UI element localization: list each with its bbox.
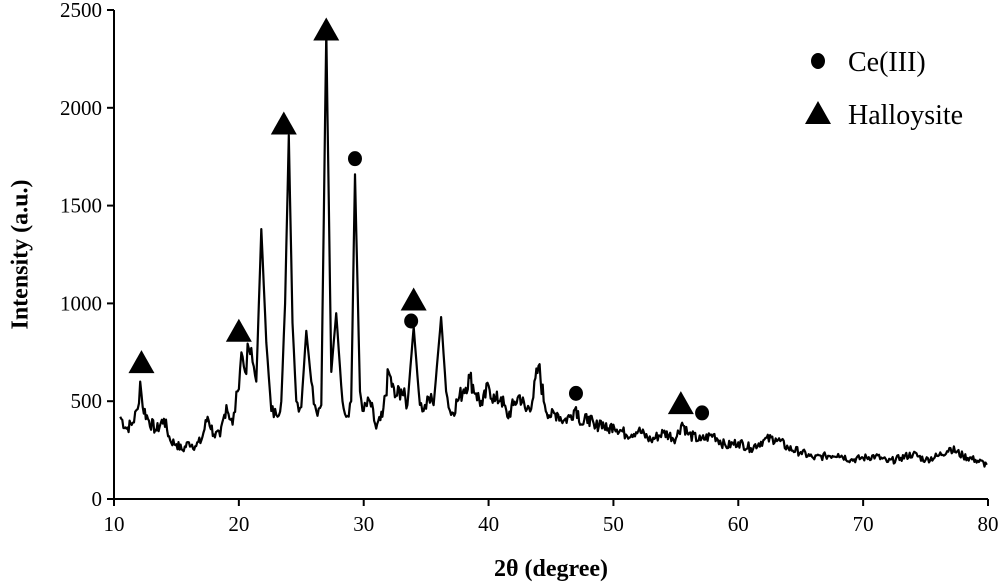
x-tick-label: 60 bbox=[728, 512, 749, 536]
x-tick-label: 40 bbox=[478, 512, 499, 536]
x-tick-label: 10 bbox=[104, 512, 125, 536]
x-tick-label: 30 bbox=[353, 512, 374, 536]
halloysite-peak-marker bbox=[400, 287, 427, 311]
y-tick-label: 500 bbox=[71, 389, 103, 413]
ce-peak-marker bbox=[568, 385, 583, 401]
y-tick-label: 2000 bbox=[60, 96, 102, 120]
halloysite-peak-marker bbox=[128, 350, 155, 374]
halloysite-peak-marker bbox=[667, 391, 694, 415]
ce-peak-marker bbox=[695, 405, 710, 421]
x-tick-label: 70 bbox=[853, 512, 874, 536]
y-tick-label: 2500 bbox=[60, 0, 102, 22]
y-axis-title: Intensity (a.u.) bbox=[8, 179, 34, 329]
halloysite-peak-marker bbox=[313, 17, 340, 41]
x-axis-ticks: 10 20 30 40 50 60 70 80 bbox=[104, 499, 999, 536]
y-tick-label: 1500 bbox=[60, 194, 102, 218]
legend-triangle-icon bbox=[805, 101, 831, 124]
legend: Ce(III) Halloysite bbox=[805, 47, 963, 131]
y-tick-label: 1000 bbox=[60, 291, 102, 315]
legend-circle-icon bbox=[811, 53, 825, 69]
legend-label-ce: Ce(III) bbox=[848, 47, 926, 78]
x-axis-title: 2θ (degree) bbox=[494, 556, 608, 582]
x-tick-label: 20 bbox=[228, 512, 249, 536]
legend-label-halloysite: Halloysite bbox=[848, 100, 963, 131]
peak-markers bbox=[128, 17, 710, 421]
ce-peak-marker bbox=[404, 313, 419, 329]
x-tick-label: 80 bbox=[978, 512, 999, 536]
halloysite-peak-marker bbox=[225, 318, 252, 342]
y-tick-label: 0 bbox=[92, 487, 103, 511]
x-tick-label: 50 bbox=[603, 512, 624, 536]
y-axis-ticks: 0 500 1000 1500 2000 2500 bbox=[60, 0, 114, 511]
ce-peak-marker bbox=[347, 151, 362, 167]
series-line-intensity bbox=[119, 30, 988, 468]
halloysite-peak-marker bbox=[270, 111, 297, 135]
